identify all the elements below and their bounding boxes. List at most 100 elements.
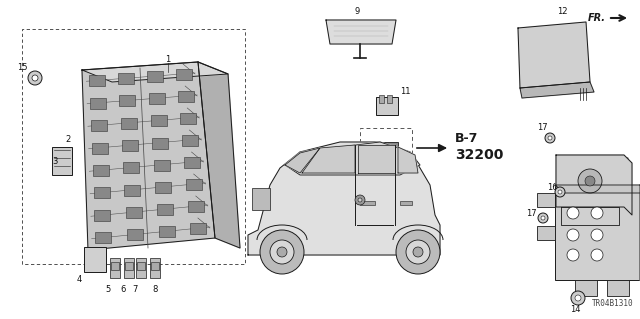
Polygon shape	[518, 22, 590, 88]
Text: 15: 15	[17, 63, 28, 72]
Circle shape	[575, 295, 581, 301]
Circle shape	[28, 71, 42, 85]
FancyBboxPatch shape	[157, 204, 173, 215]
Circle shape	[571, 291, 585, 305]
Text: 32200: 32200	[455, 148, 504, 162]
FancyBboxPatch shape	[92, 143, 108, 153]
Polygon shape	[556, 155, 632, 215]
Circle shape	[358, 198, 362, 202]
FancyBboxPatch shape	[154, 160, 170, 171]
Bar	[537, 193, 555, 207]
Circle shape	[548, 136, 552, 140]
Polygon shape	[285, 148, 320, 173]
FancyBboxPatch shape	[127, 229, 143, 240]
FancyBboxPatch shape	[89, 75, 105, 86]
Circle shape	[538, 213, 548, 223]
Text: 3: 3	[52, 158, 58, 167]
Circle shape	[277, 247, 287, 257]
Circle shape	[406, 240, 430, 264]
Text: 16: 16	[547, 183, 558, 192]
FancyBboxPatch shape	[179, 91, 195, 102]
Text: 17: 17	[538, 123, 548, 132]
FancyBboxPatch shape	[95, 232, 111, 243]
Circle shape	[378, 146, 383, 152]
FancyBboxPatch shape	[93, 165, 109, 176]
Text: 2: 2	[65, 136, 70, 145]
FancyBboxPatch shape	[184, 157, 200, 168]
Polygon shape	[555, 185, 640, 193]
Bar	[374, 142, 398, 164]
Text: 12: 12	[557, 8, 567, 17]
FancyBboxPatch shape	[156, 182, 172, 193]
Circle shape	[378, 153, 383, 159]
Text: 10: 10	[620, 158, 630, 167]
FancyBboxPatch shape	[95, 210, 111, 221]
FancyBboxPatch shape	[152, 138, 168, 149]
Text: 14: 14	[570, 306, 580, 315]
FancyBboxPatch shape	[118, 73, 134, 84]
Bar	[400, 201, 412, 205]
Bar	[387, 95, 392, 103]
Polygon shape	[398, 147, 418, 173]
Circle shape	[270, 240, 294, 264]
Bar	[110, 258, 120, 278]
Text: 13: 13	[634, 222, 640, 232]
Text: 4: 4	[77, 276, 82, 285]
Polygon shape	[285, 142, 420, 175]
Text: 11: 11	[400, 86, 410, 95]
Text: 7: 7	[132, 286, 138, 294]
Circle shape	[567, 229, 579, 241]
Circle shape	[260, 230, 304, 274]
FancyBboxPatch shape	[120, 95, 136, 107]
Text: 1: 1	[165, 56, 171, 64]
Circle shape	[355, 195, 365, 205]
Bar	[151, 262, 159, 270]
Polygon shape	[326, 20, 396, 44]
Bar	[111, 262, 119, 270]
Bar	[537, 226, 555, 240]
Text: 9: 9	[355, 8, 360, 17]
Circle shape	[558, 190, 562, 194]
Bar	[575, 280, 597, 296]
Bar	[136, 258, 146, 278]
Polygon shape	[358, 145, 395, 173]
Circle shape	[567, 207, 579, 219]
FancyBboxPatch shape	[182, 135, 198, 146]
Circle shape	[388, 146, 394, 152]
Bar	[137, 262, 145, 270]
Circle shape	[567, 249, 579, 261]
Circle shape	[413, 247, 423, 257]
Bar	[125, 262, 133, 270]
FancyBboxPatch shape	[147, 71, 163, 82]
Polygon shape	[82, 62, 228, 82]
FancyBboxPatch shape	[190, 224, 206, 234]
Bar	[150, 258, 160, 278]
Bar	[379, 95, 384, 103]
Polygon shape	[82, 62, 215, 250]
Circle shape	[32, 75, 38, 81]
Polygon shape	[198, 62, 240, 248]
Circle shape	[388, 153, 394, 159]
Text: 6: 6	[120, 285, 125, 293]
Text: 17: 17	[526, 209, 537, 218]
Circle shape	[578, 169, 602, 193]
FancyBboxPatch shape	[186, 179, 202, 190]
Circle shape	[591, 229, 603, 241]
Circle shape	[591, 207, 603, 219]
Bar	[252, 188, 270, 210]
FancyBboxPatch shape	[150, 115, 166, 126]
Polygon shape	[302, 145, 355, 173]
FancyBboxPatch shape	[125, 207, 141, 218]
FancyBboxPatch shape	[90, 98, 106, 109]
Bar	[376, 97, 398, 115]
Circle shape	[591, 249, 603, 261]
FancyBboxPatch shape	[91, 120, 107, 131]
Circle shape	[545, 133, 555, 143]
Bar	[52, 147, 72, 175]
Text: B-7: B-7	[455, 131, 478, 145]
Circle shape	[396, 230, 440, 274]
Polygon shape	[520, 82, 594, 98]
Circle shape	[555, 187, 565, 197]
FancyBboxPatch shape	[124, 185, 140, 196]
Text: 8: 8	[152, 286, 157, 294]
